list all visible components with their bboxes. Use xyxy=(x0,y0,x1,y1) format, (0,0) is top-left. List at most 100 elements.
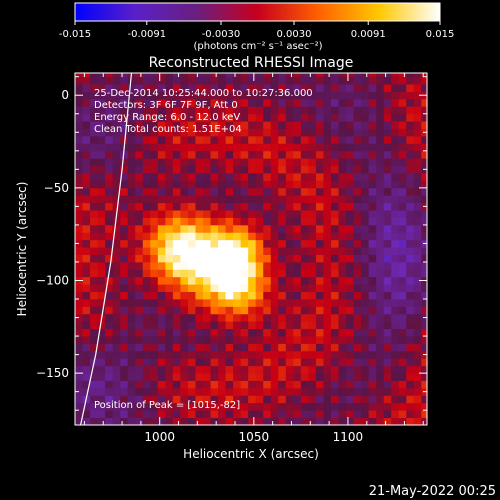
heatmap-cell xyxy=(293,128,302,137)
heatmap-cell xyxy=(255,395,264,404)
heatmap-cell xyxy=(421,73,427,78)
heatmap-cell xyxy=(75,217,83,226)
heatmap-cell xyxy=(293,373,302,381)
heatmap-cell xyxy=(315,150,324,159)
heatmap-cell xyxy=(368,224,377,233)
heatmap-cell xyxy=(315,143,324,152)
heatmap-cell xyxy=(270,313,279,322)
heatmap-cell xyxy=(346,284,354,293)
heatmap-cell xyxy=(270,254,279,263)
heatmap-cell xyxy=(308,239,317,248)
heatmap-cell xyxy=(421,158,427,167)
heatmap-cell xyxy=(368,217,377,226)
heatmap-cell xyxy=(368,254,377,263)
heatmap-cell xyxy=(150,336,159,344)
heatmap-cell xyxy=(300,210,309,218)
heatmap-cell xyxy=(248,173,257,181)
heatmap-cell xyxy=(225,98,234,107)
heatmap-cell xyxy=(376,417,385,425)
heatmap-cell xyxy=(120,76,129,85)
heatmap-cell xyxy=(187,247,196,255)
heatmap-cell xyxy=(315,121,324,129)
heatmap-cell xyxy=(331,291,339,300)
heatmap-cell xyxy=(413,202,422,211)
heatmap-cell xyxy=(300,343,309,352)
heatmap-cell xyxy=(413,276,422,285)
heatmap-cell xyxy=(398,247,407,255)
heatmap-cell xyxy=(368,343,377,352)
heatmap-cell xyxy=(255,165,264,174)
heatmap-cell xyxy=(270,73,279,78)
heatmap-cell xyxy=(278,254,287,263)
heatmap-cell xyxy=(150,321,159,330)
heatmap-cell xyxy=(270,343,279,352)
heatmap-cell xyxy=(240,306,249,315)
heatmap-cell xyxy=(233,98,242,107)
heatmap-cell xyxy=(120,299,129,307)
heatmap-cell xyxy=(218,84,226,92)
heatmap-cell xyxy=(233,343,242,352)
heatmap-cell xyxy=(278,143,287,152)
heatmap-cell xyxy=(218,73,226,78)
heatmap-cell xyxy=(165,350,174,359)
heatmap-cell xyxy=(361,158,370,167)
heatmap-cell xyxy=(308,135,317,144)
heatmap-cell xyxy=(361,239,370,248)
heatmap-cell xyxy=(383,358,392,367)
heatmap-cell xyxy=(218,217,226,226)
heatmap-cell xyxy=(353,276,362,285)
heatmap-cell xyxy=(157,254,166,263)
heatmap-cell xyxy=(323,84,332,92)
heatmap-cell xyxy=(165,76,174,85)
heatmap-cell xyxy=(308,247,317,255)
heatmap-cell xyxy=(172,247,181,255)
heatmap-cell xyxy=(172,254,181,263)
heatmap-cell xyxy=(135,247,144,255)
heatmap-cell xyxy=(120,373,129,381)
heatmap-cell xyxy=(90,373,98,381)
heatmap-cell xyxy=(75,158,83,167)
heatmap-cell xyxy=(240,276,249,285)
heatmap-cell xyxy=(308,276,317,285)
heatmap-cell xyxy=(376,232,385,241)
heatmap-cell xyxy=(82,247,91,255)
heatmap-cell xyxy=(233,387,242,396)
heatmap-cell xyxy=(105,135,114,144)
heatmap-cell xyxy=(391,165,400,174)
heatmap-cell xyxy=(180,113,189,122)
heatmap-cell xyxy=(338,261,347,270)
heatmap-cell xyxy=(157,328,166,337)
heatmap-cell xyxy=(142,380,151,389)
heatmap-cell xyxy=(300,299,309,307)
heatmap-cell xyxy=(391,291,400,300)
heatmap-cell xyxy=(135,373,144,381)
heatmap-cell xyxy=(180,91,189,100)
heatmap-cell xyxy=(135,173,144,181)
heatmap-cell xyxy=(398,239,407,248)
heatmap-cell xyxy=(278,84,287,92)
heatmap-cell xyxy=(255,276,264,285)
heatmap-cell xyxy=(112,365,121,374)
heatmap-cell xyxy=(82,143,91,152)
heatmap-cells xyxy=(75,73,427,425)
heatmap-cell xyxy=(300,158,309,167)
heatmap-cell xyxy=(421,328,427,337)
heatmap-cell xyxy=(203,224,211,233)
heatmap-cell xyxy=(97,276,106,285)
heatmap-cell xyxy=(285,84,294,92)
heatmap-cell xyxy=(323,73,332,78)
heatmap-cell xyxy=(233,128,242,137)
heatmap-cell xyxy=(172,239,181,248)
heatmap-cell xyxy=(323,313,332,322)
heatmap-cell xyxy=(172,210,181,218)
heatmap-cell xyxy=(172,358,181,367)
heatmap-cell xyxy=(157,284,166,293)
heatmap-cell xyxy=(75,343,83,352)
heatmap-cell xyxy=(165,84,174,92)
heatmap-cell xyxy=(165,247,174,255)
heatmap-cell xyxy=(90,165,98,174)
heatmap-cell xyxy=(240,247,249,255)
heatmap-cell xyxy=(142,269,151,278)
heatmap-cell xyxy=(368,321,377,330)
heatmap-cell xyxy=(142,313,151,322)
